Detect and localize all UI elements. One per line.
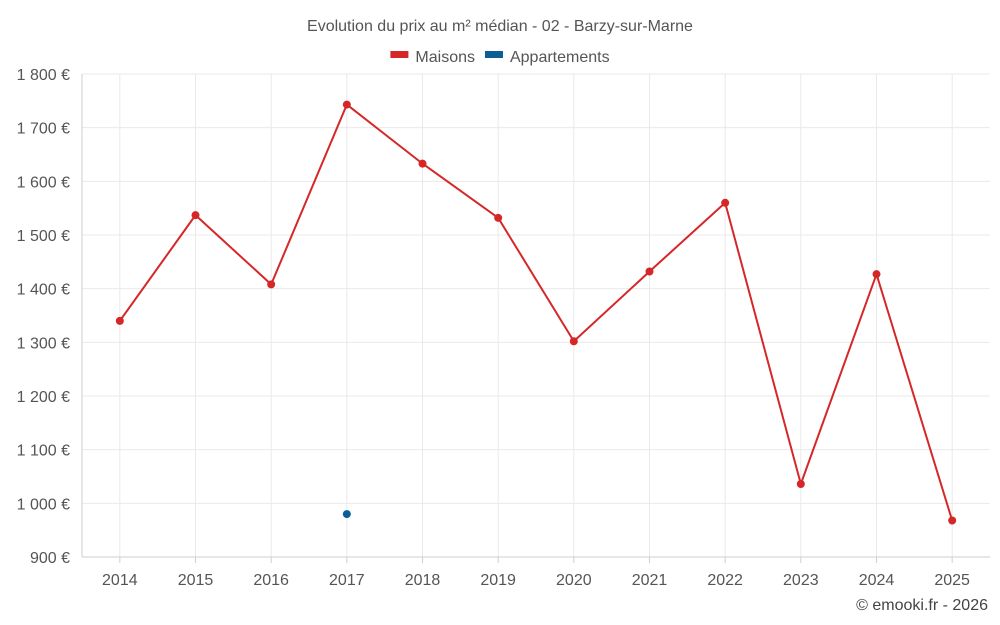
x-tick-label: 2020 (556, 572, 592, 589)
x-tick-label: 2014 (102, 572, 138, 589)
chart-title: Evolution du prix au m² médian - 02 - Ba… (307, 18, 693, 35)
legend-label: Appartements (510, 49, 610, 66)
legend: Maisons Appartements (390, 49, 610, 66)
data-point-maisons[interactable] (342, 100, 351, 109)
x-tick-label: 2022 (707, 572, 743, 589)
y-tick-label: 1 800 € (17, 67, 70, 84)
data-point-maisons[interactable] (267, 280, 276, 289)
x-tick-label: 2025 (934, 572, 970, 589)
data-point-maisons[interactable] (494, 213, 503, 222)
y-tick-label: 1 700 € (17, 121, 70, 138)
legend-swatch (390, 51, 409, 58)
series-line-maisons (119, 103, 954, 521)
legend-swatch (484, 51, 503, 58)
grid (82, 73, 990, 557)
legend-label: Maisons (415, 49, 475, 66)
x-tick-label: 2017 (329, 572, 365, 589)
x-tick-label: 2024 (859, 572, 895, 589)
data-point-maisons[interactable] (569, 337, 578, 346)
x-tick-label: 2015 (178, 572, 214, 589)
data-point-maisons[interactable] (948, 516, 957, 525)
data-point-maisons[interactable] (721, 198, 730, 207)
y-tick-label: 1 600 € (17, 174, 70, 191)
data-point-maisons[interactable] (418, 159, 427, 168)
x-tick-label: 2016 (253, 572, 289, 589)
legend-item-appartements[interactable]: Appartements (484, 49, 610, 66)
y-tick-label: 1 400 € (17, 282, 70, 299)
x-tick-label: 2019 (480, 572, 516, 589)
y-tick-label: 1 000 € (17, 496, 70, 513)
data-point-maisons[interactable] (645, 267, 654, 276)
data-point-maisons[interactable] (115, 316, 124, 325)
data-point-maisons[interactable] (872, 270, 881, 279)
data-point-maisons[interactable] (796, 480, 805, 489)
y-tick-label: 1 200 € (17, 389, 70, 406)
y-tick-label: 1 500 € (17, 228, 70, 245)
x-tick-label: 2018 (405, 572, 441, 589)
series-layer (115, 100, 957, 525)
axes: 900 € 1 000 € 1 100 € 1 200 € 1 300 € 1 400 €… (17, 67, 990, 589)
legend-item-maisons[interactable]: Maisons (390, 49, 475, 66)
x-tick-label: 2021 (632, 572, 668, 589)
x-tick-label: 2023 (783, 572, 819, 589)
y-tick-label: 900 € (30, 550, 70, 567)
data-point-maisons[interactable] (191, 211, 200, 220)
credit-text: © emooki.fr - 2026 (856, 597, 988, 614)
y-tick-label: 1 300 € (17, 335, 70, 352)
data-point-appartements[interactable] (342, 510, 351, 519)
y-tick-label: 1 100 € (17, 443, 70, 460)
